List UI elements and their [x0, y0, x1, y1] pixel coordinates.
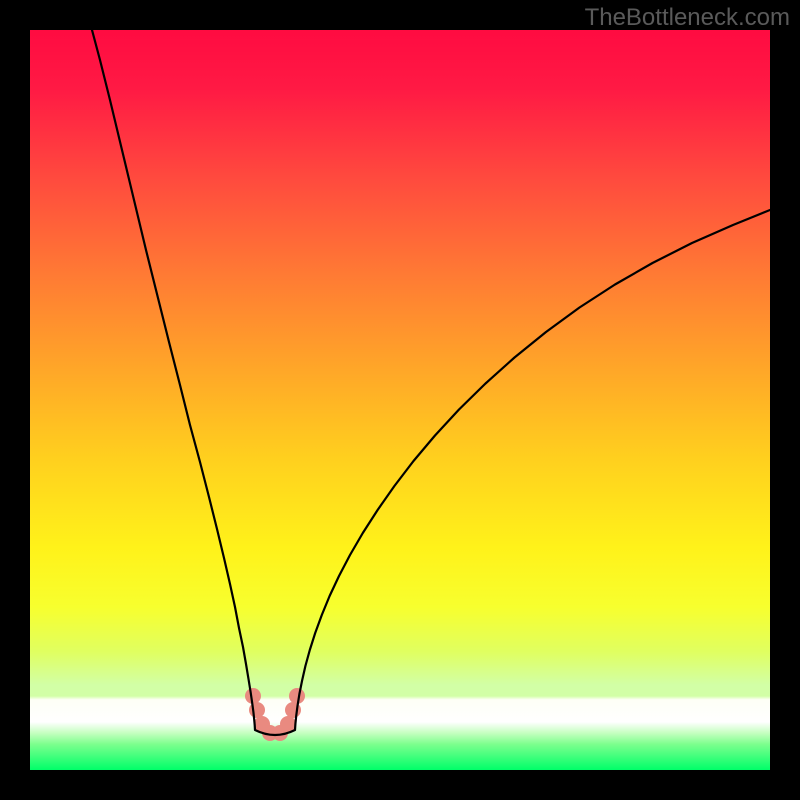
- chart-svg: [30, 30, 770, 770]
- gradient-bg: [30, 30, 770, 770]
- chart-frame: TheBottleneck.com: [0, 0, 800, 800]
- watermark-text: TheBottleneck.com: [585, 4, 790, 32]
- valley-marker: [289, 688, 305, 704]
- chart-inner: [30, 30, 770, 770]
